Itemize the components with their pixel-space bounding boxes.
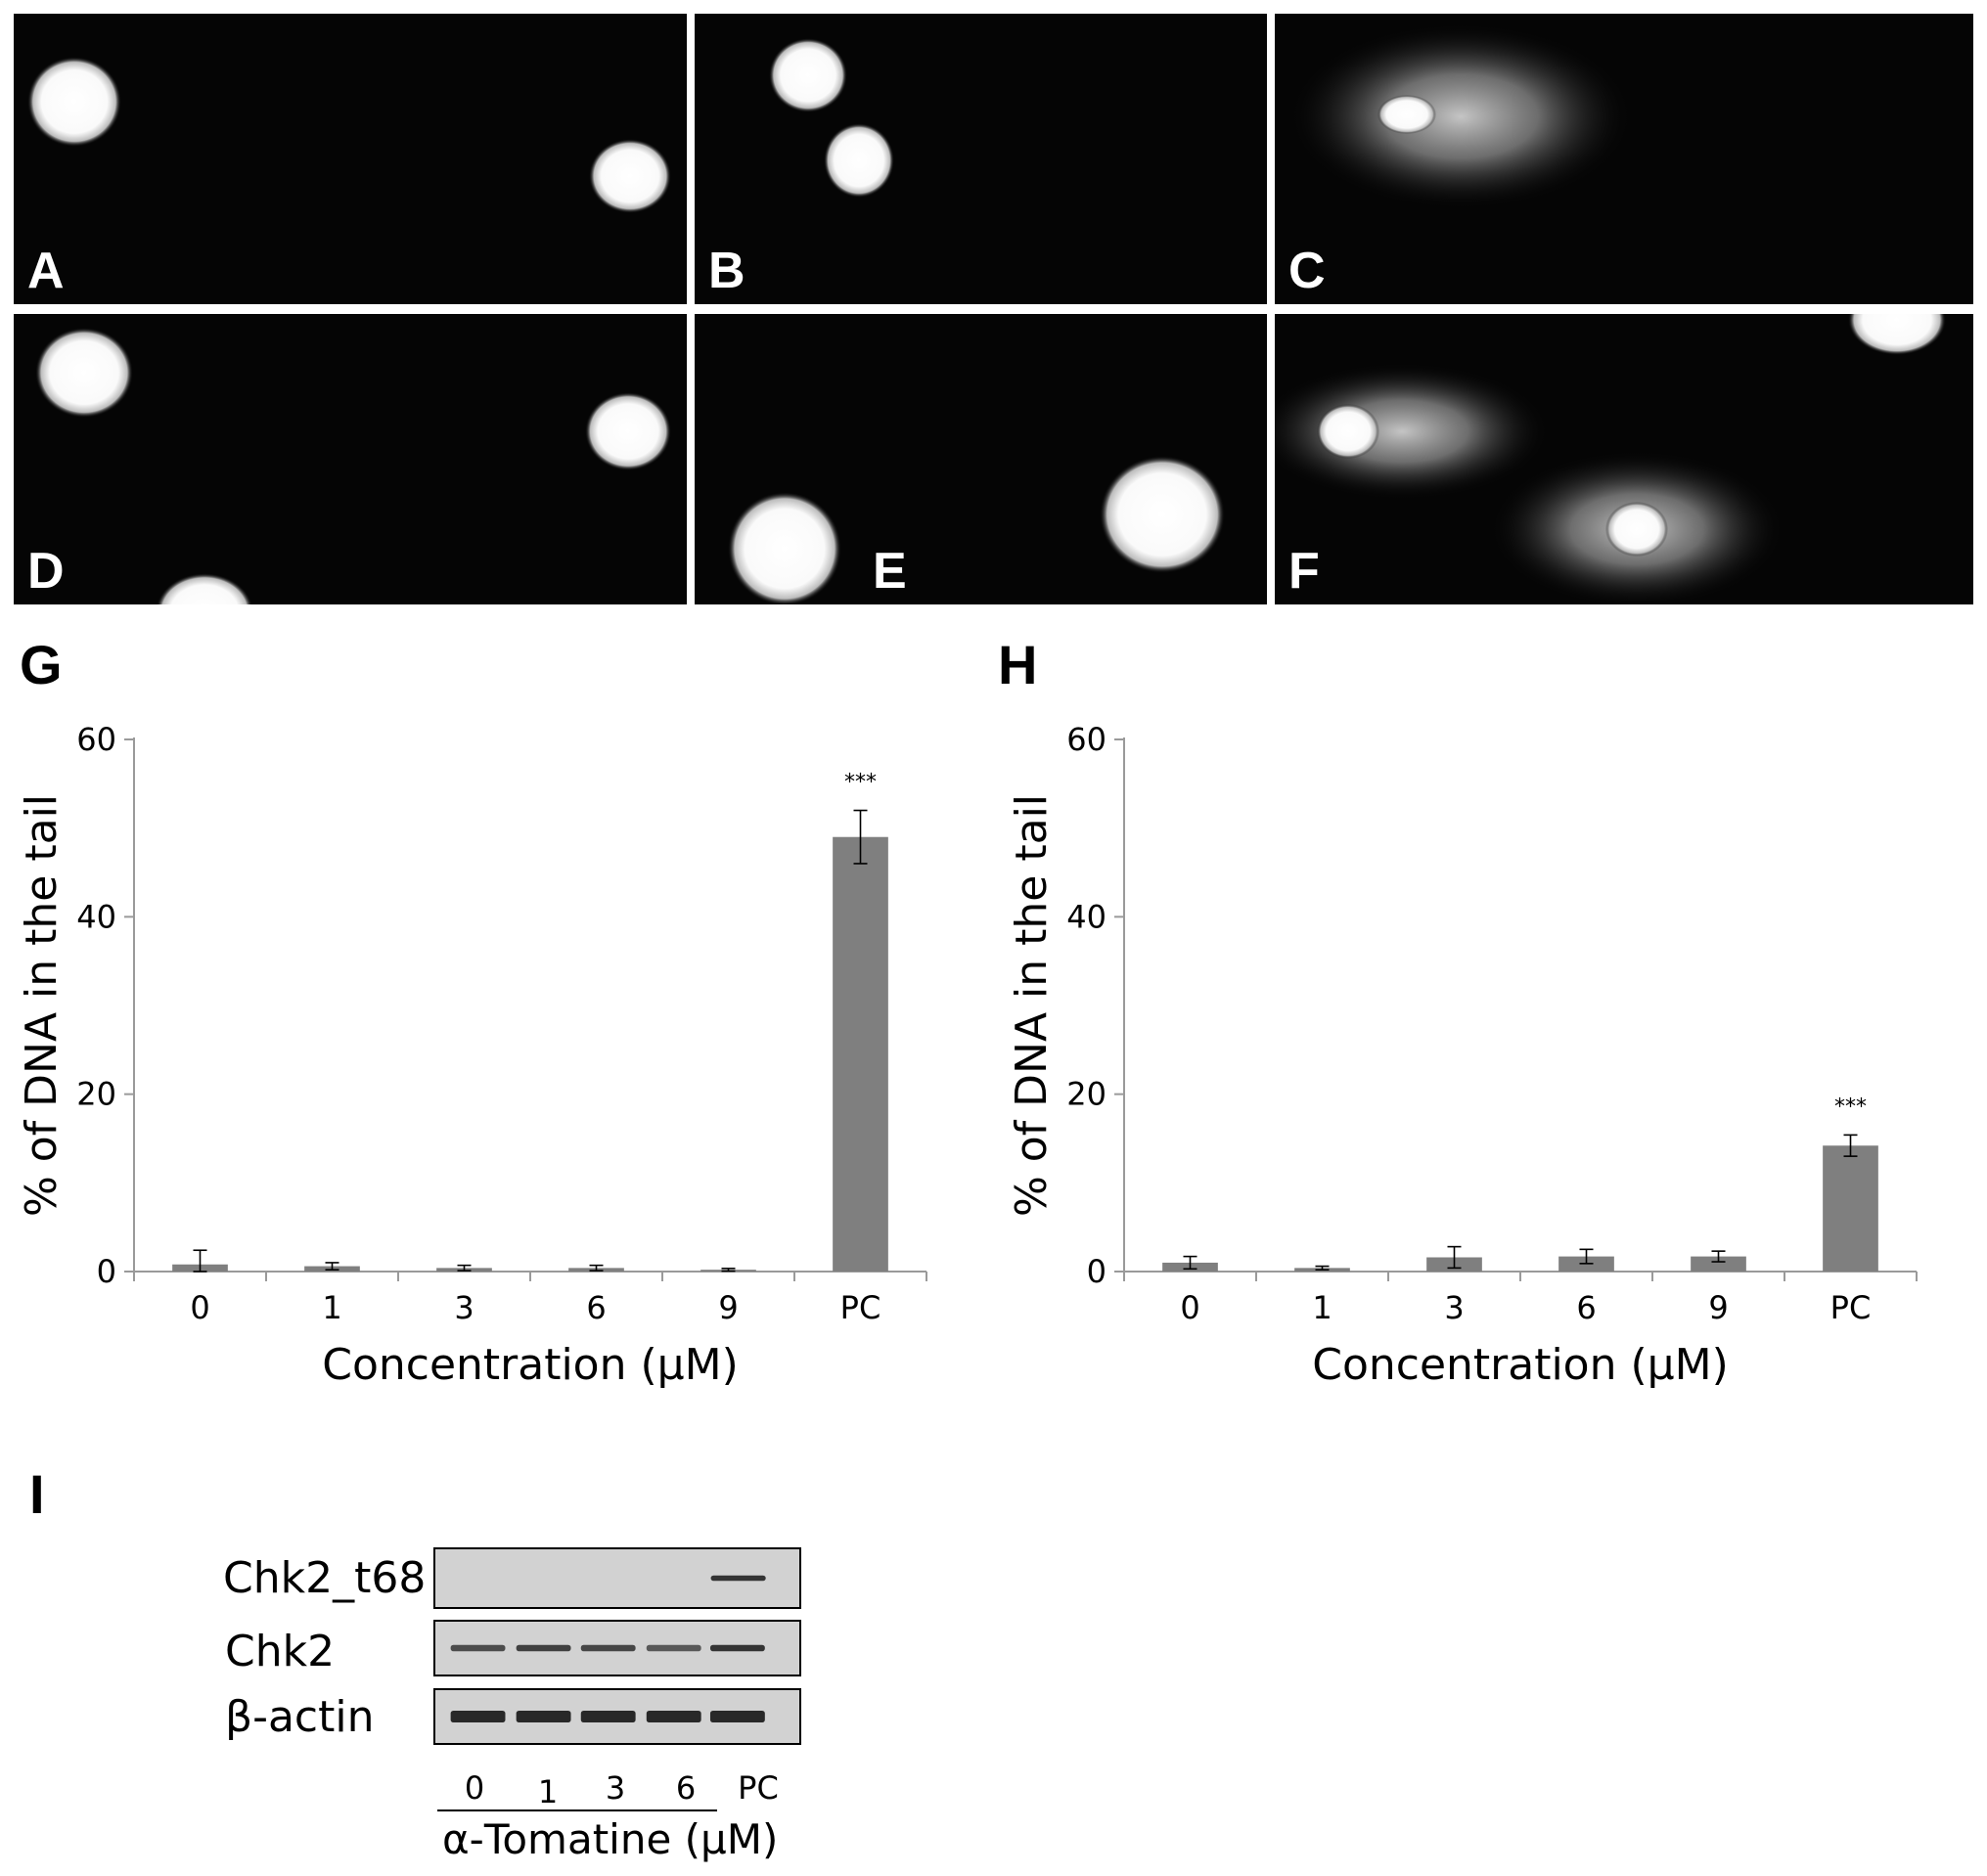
wb-band-2-1 (516, 1710, 571, 1723)
chart-h-xtick-label-2: 3 (1444, 1289, 1464, 1326)
chart-h-ytick-label-1: 20 (1066, 1076, 1106, 1113)
chart-h-error-bar-1 (1315, 1265, 1330, 1271)
comet-image-c (1289, 23, 1632, 209)
wb-bands-chk2-t68 (710, 1575, 766, 1582)
wb-lane-label-0: 0 (464, 1769, 485, 1807)
chart-h-x-axis-title: Concentration (μM) (1312, 1340, 1729, 1390)
bar-chart-h: 0 20 40 60 0 1 3 6 9 *** PC Concentration (μM) % of … (1007, 721, 1918, 1390)
comet-image-d (35, 328, 671, 604)
wb-band-0-4 (710, 1575, 766, 1582)
panel-letter-c: C (1288, 243, 1326, 299)
chart-g-xtick-label-1: 1 (322, 1289, 341, 1326)
panel-letter-g: G (20, 634, 63, 695)
wb-lane-label-4: PC (738, 1769, 779, 1807)
chart-h-error-bar-5 (1843, 1134, 1858, 1157)
wb-lane-label-1: 1 (537, 1773, 559, 1810)
panel-letter-e: E (873, 543, 907, 600)
chart-h-xtick-label-1: 1 (1312, 1289, 1332, 1326)
chart-g-xtick-label-5: PC (840, 1289, 881, 1326)
chart-h-ytick-label-3: 60 (1066, 721, 1106, 758)
chart-g-error-bar-2 (457, 1264, 472, 1272)
chart-g-xtick-label-3: 6 (586, 1289, 606, 1326)
wb-band-1-3 (646, 1644, 701, 1652)
wb-axis-title: α-Tomatine (μM) (442, 1815, 779, 1863)
wb-band-1-0 (450, 1644, 506, 1652)
comet-image-b (769, 38, 894, 198)
comet-image-f (1275, 314, 1946, 604)
panel-letter-i: I (29, 1463, 45, 1525)
chart-g-xtick-label-0: 0 (190, 1289, 209, 1326)
micrograph-d: D (14, 314, 687, 604)
panel-letter-f: F (1288, 543, 1320, 600)
micrograph-e: E (695, 314, 1267, 604)
wb-band-2-4 (709, 1710, 765, 1723)
chart-h-error-bar-4 (1711, 1250, 1726, 1263)
chart-g-significance-5: *** (844, 771, 877, 795)
micrograph-b: B (695, 14, 1267, 304)
chart-h-ytick-label-0: 0 (1087, 1253, 1106, 1290)
chart-g-ytick-label-1: 20 (76, 1076, 116, 1113)
wb-label-beta-actin: β-actin (225, 1692, 375, 1742)
micrograph-a: A (14, 14, 687, 304)
chart-g-xtick-label-4: 9 (718, 1289, 738, 1326)
chart-g-error-bar-1 (325, 1262, 339, 1271)
chart-g-error-bar-5 (853, 809, 868, 865)
wb-band-2-0 (450, 1710, 506, 1723)
wb-band-2-2 (580, 1710, 636, 1723)
chart-h-xtick-label-0: 0 (1180, 1289, 1199, 1326)
bar-chart-g: 0 20 40 60 0 1 3 6 9 *** PC Concentration (μM) % of … (17, 721, 927, 1390)
chart-h-error-bar-2 (1447, 1245, 1462, 1270)
chart-h-error-bar-0 (1183, 1255, 1197, 1271)
wb-lane-label-2: 3 (605, 1769, 626, 1807)
wb-strip-beta-actin (433, 1688, 801, 1745)
panel-letter-b: B (708, 243, 745, 299)
chart-h-significance-5: *** (1834, 1094, 1867, 1119)
wb-strip-chk2-t68 (433, 1547, 801, 1609)
chart-h-xtick-label-3: 6 (1576, 1289, 1596, 1326)
panel-letter-h: H (998, 634, 1038, 695)
chart-g-error-bar-4 (721, 1268, 736, 1273)
chart-h-ytick-label-2: 40 (1066, 898, 1106, 935)
wb-bands-chk2 (450, 1644, 765, 1652)
chart-g-error-bar-0 (193, 1249, 207, 1273)
chart-h-bar-4 (1691, 1256, 1746, 1272)
chart-g-bar-5 (833, 836, 888, 1272)
wb-bands-beta-actin (450, 1710, 765, 1723)
chart-h-xtick-label-5: PC (1830, 1289, 1872, 1326)
chart-g-y-axis-title: % of DNA in the tail (17, 794, 67, 1217)
comet-image-a (27, 57, 671, 213)
wb-label-chk2: Chk2 (225, 1627, 336, 1676)
wb-band-1-4 (709, 1644, 765, 1652)
chart-g-x-axis-title: Concentration (μM) (322, 1340, 739, 1390)
wb-lane-label-3: 6 (675, 1769, 697, 1807)
panel-letter-a: A (27, 243, 65, 299)
chart-g-ytick-label-3: 60 (76, 721, 116, 758)
chart-g-error-bar-3 (589, 1264, 604, 1272)
wb-band-1-2 (580, 1644, 636, 1652)
chart-h-y-axis-title: % of DNA in the tail (1007, 794, 1057, 1217)
micrograph-c: C (1275, 14, 1973, 304)
chart-g-ytick-label-0: 0 (97, 1253, 116, 1290)
chart-g-xtick-label-2: 3 (454, 1289, 474, 1326)
panel-letter-d: D (27, 543, 65, 600)
chart-g-ytick-label-2: 40 (76, 898, 116, 935)
chart-h-error-bar-3 (1579, 1248, 1594, 1265)
wb-label-chk2-t68: Chk2_t68 (223, 1553, 427, 1603)
wb-lane-underline (437, 1809, 717, 1811)
wb-strip-chk2 (433, 1620, 801, 1676)
wb-band-2-3 (646, 1710, 701, 1723)
chart-h-xtick-label-4: 9 (1708, 1289, 1728, 1326)
chart-h-bar-5 (1823, 1145, 1878, 1272)
wb-band-1-1 (516, 1644, 571, 1652)
comet-image-e (728, 456, 1225, 604)
micrograph-f: F (1275, 314, 1973, 604)
